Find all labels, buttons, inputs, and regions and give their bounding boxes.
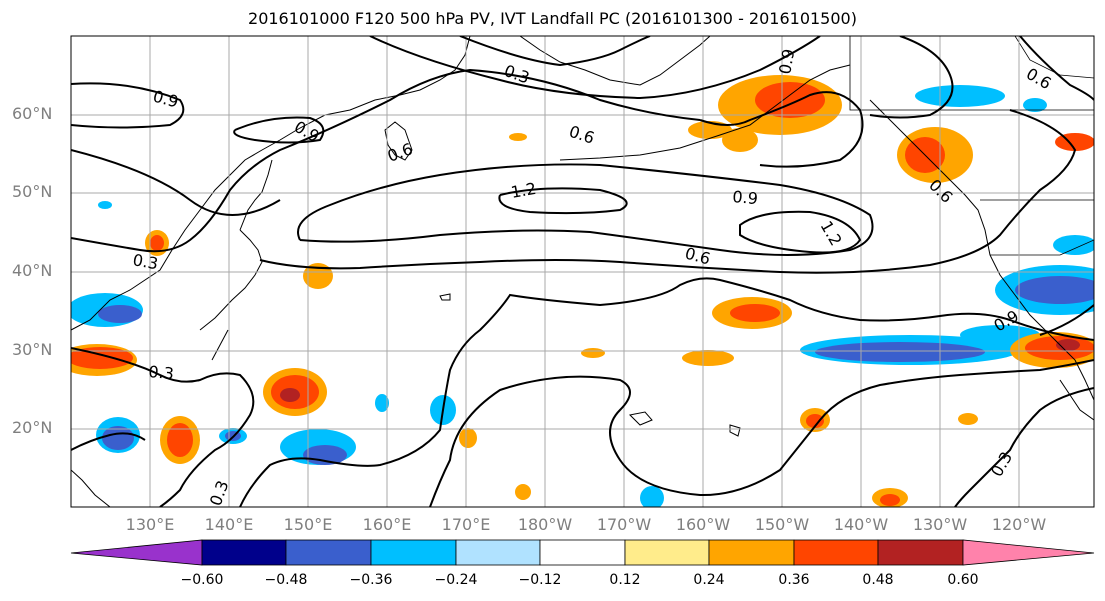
- lon-label: 140°W: [833, 515, 889, 534]
- contour-label: 0.6: [683, 244, 713, 269]
- map-frame: [70, 35, 1095, 508]
- contour-label: 0.3: [987, 448, 1016, 480]
- lon-label: 150°E: [283, 515, 333, 534]
- lat-label: 40°N: [12, 261, 53, 280]
- contour-label: 0.3: [148, 362, 175, 383]
- lat-label: 60°N: [12, 104, 53, 123]
- colorbar-tick-label: −0.24: [434, 572, 478, 588]
- colorbar-tick-label: 0.36: [778, 572, 810, 588]
- contour-label: 0.9: [151, 87, 181, 112]
- lon-label: 130°E: [125, 515, 175, 534]
- colorbar-tick-label: −0.36: [349, 572, 393, 588]
- lon-label: 160°W: [675, 515, 731, 534]
- contour-label: 0.3: [206, 478, 233, 508]
- contour-label: 0.6: [385, 139, 415, 166]
- shading-layer: [71, 75, 1094, 507]
- colorbar-tick-label: −0.60: [180, 572, 224, 588]
- contour-label: 1.2: [509, 179, 537, 202]
- contour-label: 0.9: [732, 187, 759, 208]
- colorbar-tick-label: −0.48: [264, 572, 308, 588]
- lon-label: 170°W: [596, 515, 652, 534]
- lat-label: 20°N: [12, 418, 53, 437]
- pv-contours: [71, 36, 1094, 507]
- contour-label: 0.9: [775, 47, 798, 75]
- colorbar-swatch: [793, 539, 879, 566]
- colorbar-swatch: [624, 539, 710, 566]
- colorbar-swatch: [370, 539, 457, 566]
- coastlines: [71, 36, 1094, 507]
- lon-label: 160°E: [362, 515, 412, 534]
- map-area: 0.9 0.9 0.6 0.3 0.6 1.2 0.9 1.2 0.6 0.6 …: [71, 36, 1094, 508]
- lon-label: 170°E: [441, 515, 491, 534]
- lon-label: 180°W: [517, 515, 573, 534]
- lat-label: 50°N: [12, 182, 53, 201]
- colorbar-swatch: [285, 539, 372, 566]
- colorbar-tick-label: 0.24: [693, 572, 725, 588]
- colorbar-swatch: [201, 539, 287, 566]
- colorbar-tick-label: 0.60: [947, 572, 979, 588]
- contour-label: 0.3: [131, 250, 159, 273]
- lon-label: 140°E: [204, 515, 254, 534]
- colorbar-tick-label: 0.48: [862, 572, 894, 588]
- colorbar-swatch: [877, 539, 964, 566]
- contour-label: 0.6: [567, 122, 597, 148]
- colorbar-tick-label: 0.12: [609, 572, 641, 588]
- colorbar-tick-label: −0.12: [518, 572, 562, 588]
- colorbar-swatch: [70, 539, 203, 566]
- lon-label: 150°W: [754, 515, 810, 534]
- lon-label: 120°W: [991, 515, 1047, 534]
- colorbar-swatch: [708, 539, 795, 566]
- colorbar-swatch: [962, 539, 1095, 566]
- lon-label: 130°W: [912, 515, 968, 534]
- colorbar-swatch: [539, 539, 626, 566]
- lat-label: 30°N: [12, 340, 53, 359]
- map-title: 2016101000 F120 500 hPa PV, IVT Landfall…: [248, 9, 857, 28]
- colorbar: [70, 539, 1095, 566]
- colorbar-swatch: [455, 539, 541, 566]
- contour-label: 0.3: [502, 61, 532, 88]
